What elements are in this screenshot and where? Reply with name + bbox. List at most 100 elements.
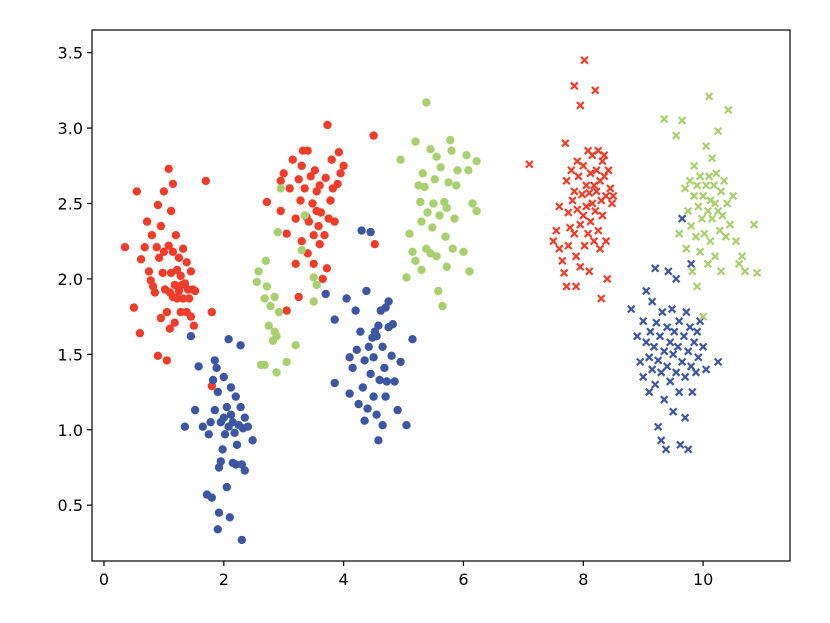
point-0-27 [165,324,175,333]
point-2-44 [432,252,441,261]
point-2-63 [464,166,473,175]
point-4-4 [639,372,648,382]
y-tick-label: 2.5 [58,194,83,213]
point-3-19 [571,282,581,291]
series-0-red-circle [120,120,379,391]
point-5-0 [660,114,669,124]
point-0-97 [327,155,336,164]
point-4-40 [677,357,687,367]
point-4-55 [694,353,703,362]
point-1-19 [218,445,227,454]
point-1-67 [369,353,378,362]
point-0-104 [369,131,378,140]
point-3-43 [591,86,600,95]
point-0-23 [162,356,172,365]
point-1-33 [231,392,240,401]
point-3-56 [600,151,609,160]
point-4-6 [642,286,651,296]
point-4-19 [657,368,666,377]
point-0-17 [156,313,166,323]
point-1-44 [243,422,252,431]
point-4-44 [680,413,690,422]
point-1-12 [212,363,221,373]
point-3-31 [582,181,591,190]
point-2-14 [273,227,282,237]
point-1-74 [375,375,384,385]
point-2-55 [446,135,455,145]
point-4-29 [665,377,675,386]
point-4-27 [664,267,673,276]
point-0-44 [178,294,188,303]
point-1-32 [230,428,239,437]
point-4-11 [648,297,657,306]
point-4-9 [646,327,655,336]
point-1-70 [372,410,381,419]
point-2-10 [270,292,279,302]
point-5-1 [671,131,681,140]
point-1-64 [366,369,375,379]
point-5-44 [722,199,732,208]
point-4-22 [660,347,669,356]
point-2-31 [416,197,425,207]
point-5-49 [734,259,744,268]
point-4-5 [642,338,651,347]
point-1-20 [219,372,228,382]
point-0-50 [186,267,196,276]
point-1-71 [372,332,381,341]
x-tick-label: 8 [578,570,588,589]
point-0-58 [262,197,272,207]
point-4-10 [648,365,657,374]
point-2-15 [274,307,284,317]
point-0-82 [309,259,318,268]
point-3-30 [580,55,589,65]
point-2-42 [429,199,438,208]
point-2-52 [442,262,451,271]
y-tick-label: 1.5 [58,345,83,364]
point-2-67 [472,157,481,166]
point-3-63 [609,191,618,201]
point-0-92 [321,173,330,182]
point-1-52 [348,363,357,373]
point-1-0 [180,422,190,431]
point-1-28 [226,383,236,392]
point-2-28 [411,256,420,265]
point-5-32 [709,181,719,190]
point-3-60 [604,166,613,175]
point-3-17 [570,81,579,90]
point-1-8 [207,493,216,502]
point-1-68 [369,392,378,401]
point-3-32 [582,202,591,211]
point-4-46 [683,347,693,356]
x-tick-label: 2 [219,570,229,589]
point-0-35 [171,231,181,240]
point-1-80 [381,392,390,401]
point-0-62 [282,229,291,238]
x-tick-label: 6 [458,570,468,589]
y-axis-ticks: 0.5 1.0 1.5 2.0 2.5 3.0 3.5 [58,44,92,515]
point-2-32 [417,265,426,275]
point-5-26 [704,92,714,101]
point-3-38 [586,217,595,226]
point-2-22 [309,273,318,282]
point-0-105 [370,240,379,249]
point-3-59 [603,274,612,284]
point-0-59 [276,176,285,186]
point-3-13 [567,166,576,175]
point-1-11 [210,405,219,415]
point-4-38 [674,316,684,326]
point-4-33 [670,327,679,336]
point-2-5 [261,256,270,265]
point-2-13 [272,332,281,341]
point-3-28 [579,161,588,170]
point-5-19 [698,191,708,201]
point-5-9 [688,267,697,276]
point-2-40 [426,145,435,154]
point-1-62 [363,404,372,413]
point-5-39 [716,187,726,196]
point-3-53 [598,157,607,166]
point-3-26 [577,190,587,199]
x-tick-label: 0 [99,570,109,589]
point-1-27 [225,513,234,522]
point-2-43 [430,175,439,184]
point-0-51 [186,312,196,321]
